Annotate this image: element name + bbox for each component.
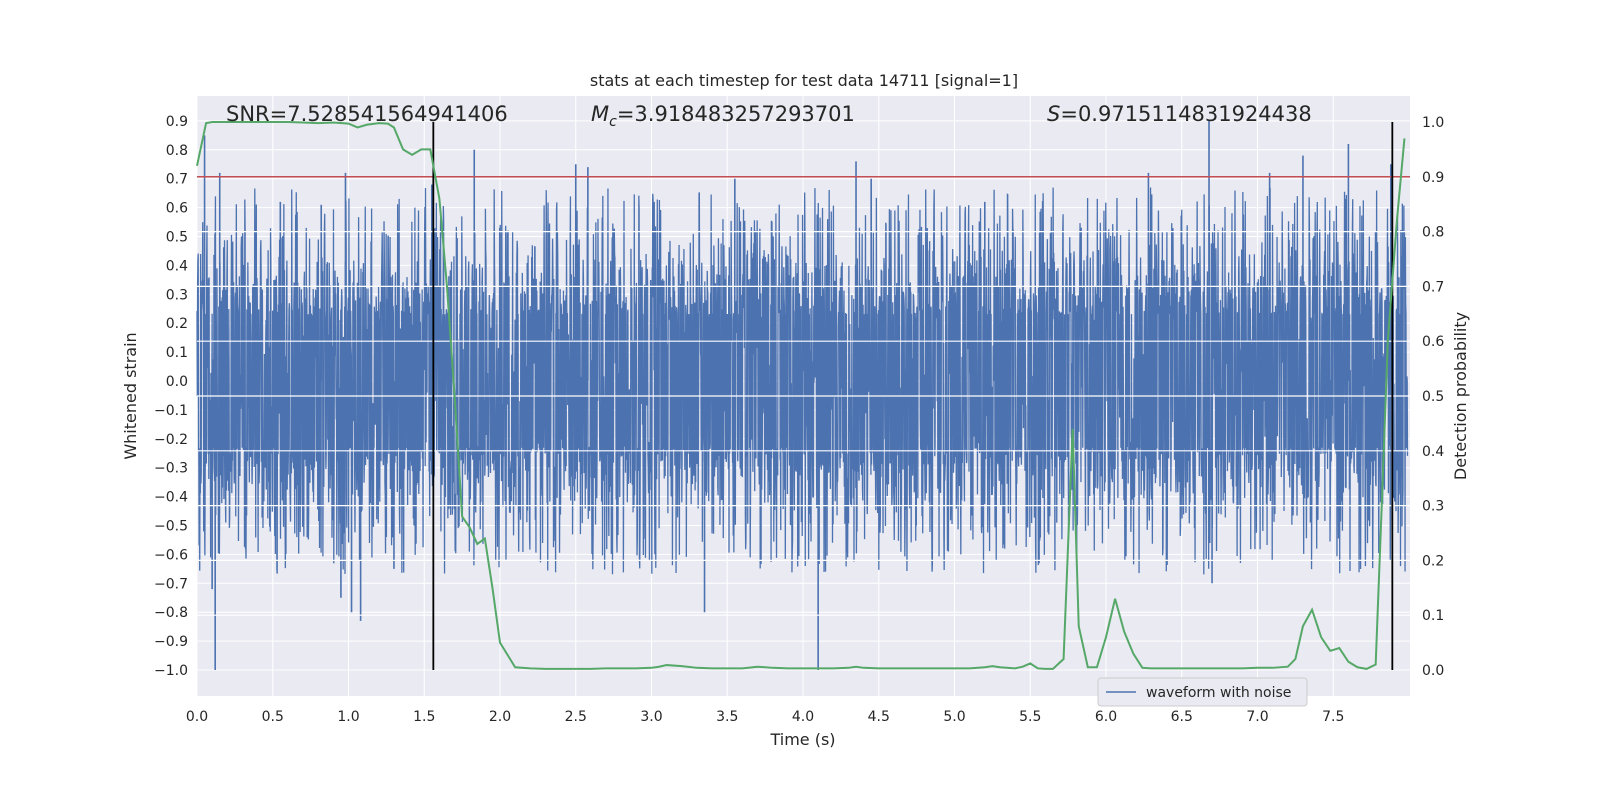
x-tick-label: 7.5 bbox=[1322, 709, 1344, 725]
x-tick-label: 3.0 bbox=[640, 709, 662, 725]
y-right-tick-label: 0.0 bbox=[1422, 663, 1444, 679]
mc-subscript: c bbox=[609, 114, 617, 130]
x-tick-label: 3.5 bbox=[716, 709, 738, 725]
y-left-tick-label: 0.2 bbox=[166, 316, 188, 332]
y-right-tick-label: 0.7 bbox=[1422, 279, 1444, 295]
s-symbol: S bbox=[1047, 102, 1060, 126]
x-tick-label: 6.0 bbox=[1095, 709, 1117, 725]
y-axis-label-left: Whitened strain bbox=[121, 332, 140, 459]
y-axis-label-right: Detection probability bbox=[1451, 312, 1470, 480]
overlay bbox=[197, 122, 1410, 670]
y-right-tick-label: 1.0 bbox=[1422, 115, 1444, 131]
y-left-tick-label: −0.4 bbox=[154, 490, 188, 506]
y-right-tick-label: 0.2 bbox=[1422, 553, 1444, 569]
snr-annotation: SNR=7.528541564941406 bbox=[226, 102, 508, 126]
waveform-line bbox=[196, 187, 1409, 575]
y-left-tick-label: 0.4 bbox=[166, 258, 188, 274]
y-left-tick-label: 0.6 bbox=[166, 201, 188, 217]
y-left-tick-label: −0.9 bbox=[154, 634, 188, 650]
legend-label: waveform with noise bbox=[1146, 685, 1291, 701]
x-tick-label: 4.5 bbox=[868, 709, 890, 725]
y-left-tick-label: −0.7 bbox=[154, 576, 188, 592]
y-left-tick-label: 0.3 bbox=[166, 287, 188, 303]
x-tick-label: 5.5 bbox=[1019, 709, 1041, 725]
x-tick-label: 2.0 bbox=[489, 709, 511, 725]
x-axis-label: Time (s) bbox=[769, 730, 835, 749]
x-tick-label: 1.5 bbox=[413, 709, 435, 725]
y-left-tick-label: 0.9 bbox=[166, 114, 188, 130]
y-left-tick-label: −0.1 bbox=[154, 403, 188, 419]
legend-box bbox=[1097, 677, 1308, 707]
y-right-tick-label: 0.1 bbox=[1422, 608, 1444, 624]
y-left-tick-label: −0.3 bbox=[154, 461, 188, 477]
y-left-tick-label: −0.6 bbox=[154, 547, 188, 563]
y-left-tick-label: 0.8 bbox=[166, 143, 188, 159]
y-left-tick-label: 0.7 bbox=[166, 172, 188, 188]
y-left-tick-label: 0.1 bbox=[166, 345, 188, 361]
detection-probability-line bbox=[196, 121, 1406, 670]
x-tick-label: 5.0 bbox=[943, 709, 965, 725]
s-annotation: S=0.9715114831924438 bbox=[1047, 102, 1312, 126]
x-tick-label: 1.0 bbox=[337, 709, 359, 725]
s-value: =0.9715114831924438 bbox=[1060, 102, 1311, 126]
x-tick-label: 0.0 bbox=[186, 709, 208, 725]
y-left-tick-label: −0.2 bbox=[154, 432, 188, 448]
y-right-tick-label: 0.5 bbox=[1422, 389, 1444, 405]
y-left-tick-label: −0.5 bbox=[154, 519, 188, 535]
x-tick-label: 7.0 bbox=[1246, 709, 1268, 725]
mc-value: =3.918483257293701 bbox=[617, 102, 855, 126]
ticks: 0.0 0.5 1.0 1.5 2.0 2.5 3.0 3.5 4.0 4.5 5.0 5.5 6.0 6… bbox=[154, 114, 1444, 725]
y-left-tick-label: 0.5 bbox=[166, 230, 188, 246]
y-right-tick-label: 0.8 bbox=[1422, 225, 1444, 241]
y-left-tick-label: −1.0 bbox=[154, 663, 188, 679]
x-tick-label: 4.0 bbox=[792, 709, 814, 725]
mc-symbol: M bbox=[591, 102, 609, 126]
chart-title: stats at each timestep for test data 147… bbox=[590, 71, 1018, 90]
mc-annotation: Mc=3.918483257293701 bbox=[591, 102, 855, 130]
y-right-tick-label: 0.3 bbox=[1422, 499, 1444, 515]
y-right-tick-label: 0.6 bbox=[1422, 334, 1444, 350]
detection-probability-series bbox=[196, 121, 1406, 670]
legend: waveform with noise bbox=[1097, 677, 1308, 707]
y-left-tick-label: −0.8 bbox=[154, 605, 188, 621]
y-right-tick-label: 0.4 bbox=[1422, 444, 1444, 460]
y-left-tick-label: 0.0 bbox=[166, 374, 188, 390]
x-tick-label: 6.5 bbox=[1171, 709, 1193, 725]
y-right-tick-label: 0.9 bbox=[1422, 170, 1444, 186]
x-tick-label: 2.5 bbox=[565, 709, 587, 725]
x-tick-label: 0.5 bbox=[262, 709, 284, 725]
